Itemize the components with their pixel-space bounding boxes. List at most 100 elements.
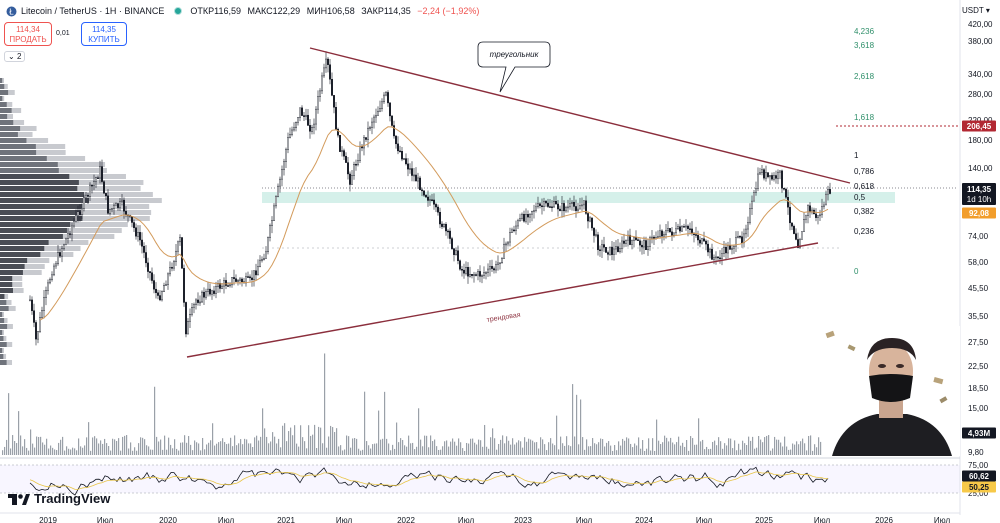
volume-bar [548,442,550,455]
time-axis-label: 2025 [755,516,773,523]
candle-body [37,331,40,340]
candle-body [543,200,546,208]
time-axis-label: Июл [934,516,951,523]
volume-profile-row-dark [0,84,5,89]
candle-body [267,237,270,253]
candle-body [821,206,824,216]
volume-bar [180,442,182,455]
candle-body [777,171,780,179]
volume-bar [724,443,726,455]
volume-bar [36,436,38,455]
volume-bar [660,443,662,455]
candle-body [529,213,532,218]
candle-body [503,243,506,259]
candle-body [391,115,394,126]
volume-bar [658,440,660,455]
candle-body [791,222,794,227]
candle-body [29,299,32,302]
candle-body [100,166,103,182]
candle-body [801,231,804,240]
candle-body [735,237,738,247]
candle-body [595,234,598,236]
candle-body [575,206,578,211]
volume-bar [138,443,140,455]
volume-bar [780,442,782,455]
volume-bar [600,438,602,455]
price-axis-label: 22,50 [968,362,989,371]
candle-body [206,288,209,292]
volume-bar [326,447,328,455]
tradingview-logo[interactable]: TradingView [8,491,110,506]
buy-price: 114,35 [92,25,116,34]
candle-body [803,219,806,232]
candle-body [743,233,746,244]
volume-bar [264,428,266,455]
sell-button[interactable]: 114,34 ПРОДАТЬ [4,22,52,46]
volume-bar [402,440,404,455]
candle-body [571,201,574,204]
candle-body [427,196,430,201]
candle-body [158,295,161,301]
candle-body [447,230,450,233]
volume-bar [532,440,534,455]
candle-body [685,225,688,228]
volume-bar [768,435,770,455]
volume-profile-row-dark [0,96,3,101]
candle-body [533,210,536,212]
volume-bar [350,447,352,455]
candle-body [74,215,77,222]
candle-body [513,229,516,232]
candle-body [281,169,284,180]
candle-body [214,286,217,294]
candle-body [403,158,406,160]
candle-body [625,239,628,244]
candle-body [785,188,788,198]
volume-bar [674,444,676,455]
volume-profile-row-dark [0,222,71,227]
candle-body [641,244,644,248]
volume-bar [602,439,604,455]
candle-body [783,188,786,190]
volume-bar [642,440,644,455]
volume-bar [512,438,514,455]
volume-bar [2,450,4,455]
buy-button[interactable]: 114,35 КУПИТЬ [81,22,127,46]
currency-selector[interactable]: USDT ▾ [962,6,990,15]
volume-bar [22,446,24,455]
candle-body [713,257,716,260]
volume-bar [560,436,562,455]
rsi-badge-1: 60,62 [969,472,990,481]
candle-body [483,272,486,276]
candle-body [136,232,139,237]
candle-body [629,234,632,245]
trend-lines [186,47,851,358]
volume-bar [284,423,286,455]
volume-bar [256,435,258,455]
volume-bar [538,448,540,455]
candle-body [347,162,350,175]
time-axis-label: 2019 [39,516,57,523]
volume-bar [94,436,96,455]
candle-body [120,199,123,203]
candle-body [617,246,620,252]
volume-bar [354,437,356,455]
volume-bar [684,446,686,455]
candle-body [96,177,99,179]
volume-bar [598,442,600,455]
volume-bar [410,443,412,455]
volume-bar [664,435,666,455]
candle-body [647,246,650,251]
symbol-title[interactable]: Litecoin / TetherUS · 1H · BINANCE [21,6,165,16]
candle-body [587,213,590,222]
candle-body [311,127,314,132]
candle-body [561,203,564,211]
candle-body [218,283,221,289]
indicators-collapse-button[interactable]: ⌄ 2 [4,51,26,62]
candle-body [98,166,101,179]
price-axis-label: 380,00 [968,37,993,46]
volume-profile-row-dark [0,180,79,185]
candle-body [132,222,135,228]
volume-bar [66,446,68,455]
volume-bar [384,391,386,455]
